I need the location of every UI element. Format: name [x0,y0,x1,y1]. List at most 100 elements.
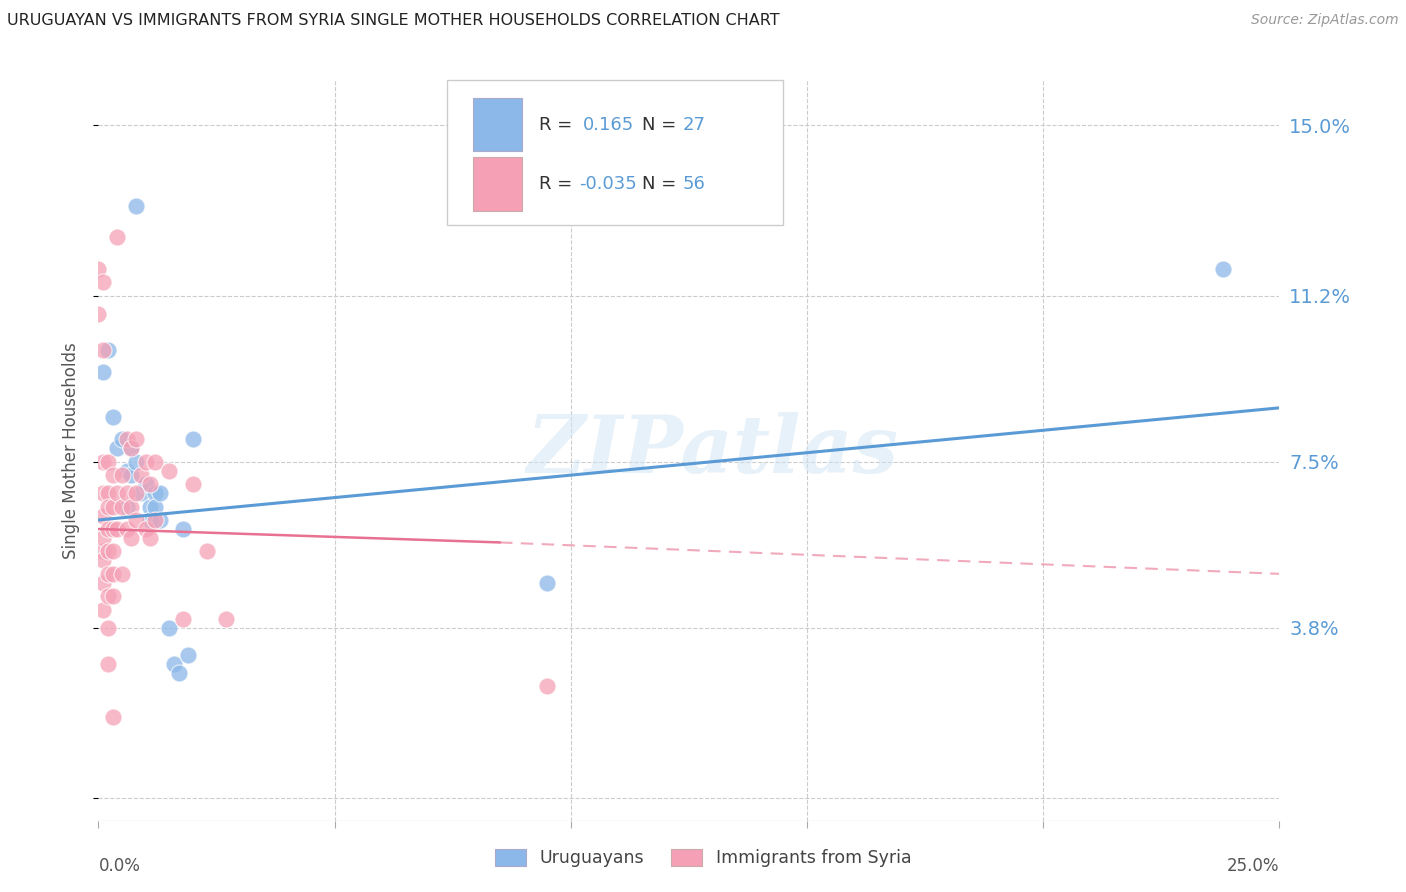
Point [91,343,114,357]
Point [97,455,120,469]
Point [172,522,194,536]
Point [181,432,204,446]
Point [115,522,138,536]
Point [97,621,120,635]
Point [91,575,114,590]
Point [91,508,114,523]
Text: Source: ZipAtlas.com: Source: ZipAtlas.com [1251,13,1399,28]
Point [157,464,180,478]
Point [195,544,218,558]
Point [125,486,148,500]
Point [139,477,162,491]
Point [115,500,138,514]
Text: N =: N = [641,116,682,134]
Point [91,455,114,469]
Point [139,500,162,514]
Point [121,468,143,483]
Point [101,544,124,558]
Point [115,432,138,446]
Point [125,455,148,469]
Point [101,409,124,424]
Point [115,486,138,500]
Point [91,365,114,379]
Point [121,441,143,455]
FancyBboxPatch shape [472,98,523,152]
Point [97,486,120,500]
Point [143,455,166,469]
Point [111,432,134,446]
Point [87,307,110,321]
Point [121,500,143,514]
Point [97,589,120,603]
Point [143,486,166,500]
Text: 25.0%: 25.0% [1227,856,1279,874]
Text: 56: 56 [683,175,706,193]
Point [97,566,120,581]
Text: R =: R = [538,175,578,193]
Point [97,657,120,671]
Point [149,513,172,527]
Point [91,603,114,617]
Point [149,486,172,500]
Point [115,464,138,478]
Text: 0.0%: 0.0% [98,856,141,874]
Text: ZIPatlas: ZIPatlas [526,412,898,489]
Point [121,441,143,455]
Point [101,522,124,536]
Point [135,477,157,491]
Point [91,531,114,545]
Point [536,575,558,590]
Point [97,343,120,357]
Point [135,522,157,536]
Text: R =: R = [538,116,578,134]
Point [111,566,134,581]
Point [91,275,114,289]
Point [101,566,124,581]
Point [181,477,204,491]
Point [111,500,134,514]
Point [97,500,120,514]
Point [172,612,194,626]
Point [91,544,114,558]
Point [105,522,128,536]
Point [1212,261,1234,276]
Point [101,589,124,603]
Point [97,522,120,536]
Point [97,544,120,558]
Point [177,648,200,662]
Point [91,486,114,500]
Point [143,500,166,514]
Point [87,261,110,276]
Point [129,468,152,483]
Point [101,710,124,724]
FancyBboxPatch shape [447,80,783,225]
FancyBboxPatch shape [472,157,523,211]
Point [129,486,152,500]
Point [139,531,162,545]
Point [105,441,128,455]
Point [121,531,143,545]
Text: N =: N = [641,175,682,193]
Point [125,513,148,527]
Text: URUGUAYAN VS IMMIGRANTS FROM SYRIA SINGLE MOTHER HOUSEHOLDS CORRELATION CHART: URUGUAYAN VS IMMIGRANTS FROM SYRIA SINGL… [7,13,780,29]
Point [91,553,114,567]
Point [157,621,180,635]
Point [536,679,558,693]
Text: -0.035: -0.035 [579,175,637,193]
Y-axis label: Single Mother Households: Single Mother Households [62,343,80,558]
Point [105,486,128,500]
Legend: Uruguayans, Immigrants from Syria: Uruguayans, Immigrants from Syria [488,842,918,874]
Point [125,432,148,446]
Point [163,657,186,671]
Text: 27: 27 [683,116,706,134]
Point [215,612,238,626]
Point [105,230,128,244]
Point [101,500,124,514]
Point [135,455,157,469]
Point [101,468,124,483]
Text: 0.165: 0.165 [582,116,634,134]
Point [143,513,166,527]
Point [139,513,162,527]
Point [167,665,190,680]
Point [125,199,148,213]
